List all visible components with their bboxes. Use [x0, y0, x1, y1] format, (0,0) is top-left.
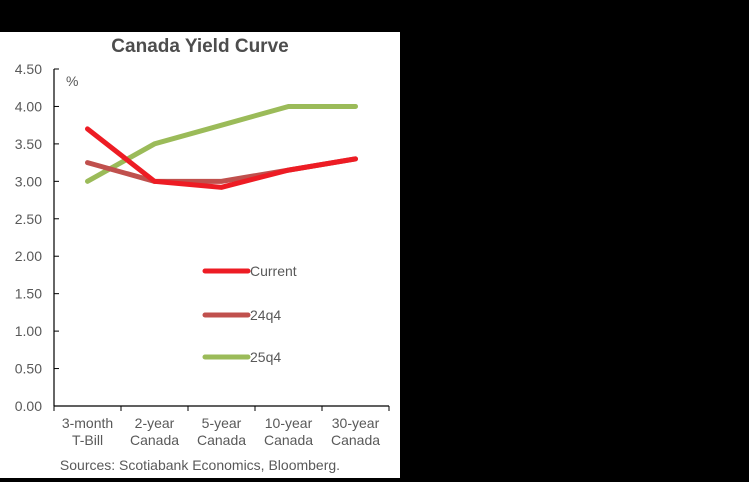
series-lines — [85, 103, 358, 190]
x-tick-label: 30-year — [332, 415, 380, 431]
y-tick-label: 3.00 — [15, 173, 42, 189]
x-tick-label: 5-year — [202, 415, 242, 431]
y-tick-label: 1.00 — [15, 323, 42, 339]
legend-label: 24q4 — [250, 307, 281, 323]
y-tick-label: 4.50 — [15, 61, 42, 77]
y-axis-unit-label: % — [66, 73, 78, 89]
chart-title: Canada Yield Curve — [111, 36, 289, 57]
x-tick-label: T-Bill — [72, 432, 103, 448]
x-tick-label: 10-year — [265, 415, 313, 431]
x-tick-label: Canada — [130, 432, 179, 448]
y-tick-label: 4.00 — [15, 98, 42, 114]
series-line-current — [85, 126, 358, 190]
y-tick-label: 0.00 — [15, 398, 42, 414]
x-tick-label: Canada — [197, 432, 246, 448]
y-tick-label: 3.50 — [15, 136, 42, 152]
x-tick-label: 3-month — [62, 415, 113, 431]
y-tick-label: 0.50 — [15, 361, 42, 377]
legend-label: Current — [250, 263, 297, 279]
series-line-25q4 — [85, 103, 358, 184]
y-tick-label: 2.50 — [15, 211, 42, 227]
source-note: Sources: Scotiabank Economics, Bloomberg… — [60, 457, 340, 473]
y-tick-label: 1.50 — [15, 286, 42, 302]
legend: Current 24q4 25q4 — [202, 263, 297, 365]
x-tick-label: Canada — [331, 432, 380, 448]
x-tick-label: 2-year — [135, 415, 175, 431]
x-tick-label: Canada — [264, 432, 313, 448]
axes: 0.00 0.50 1.00 1.50 2.00 2.50 3.00 3.50 4.00 4.50… — [15, 61, 390, 448]
legend-label: 25q4 — [250, 349, 281, 365]
y-tick-label: 2.00 — [15, 248, 42, 264]
